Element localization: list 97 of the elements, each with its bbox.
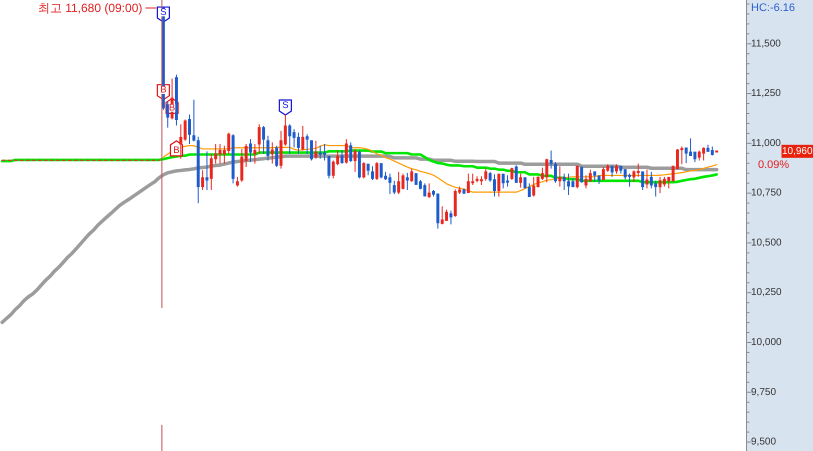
candlestick	[480, 176, 483, 186]
candlestick	[658, 176, 662, 194]
candlestick	[240, 148, 244, 182]
candlestick	[554, 162, 557, 184]
candlestick	[392, 180, 396, 195]
candlestick	[301, 126, 304, 152]
text: HC:-6.16	[751, 2, 796, 14]
candlestick	[423, 182, 426, 198]
data-label: S	[282, 100, 289, 112]
candlestick	[340, 150, 344, 164]
y-tick-label: 9,500	[751, 436, 776, 448]
candlestick	[344, 138, 348, 164]
candlestick	[593, 171, 596, 182]
candlestick	[702, 146, 706, 161]
candlestick	[567, 173, 570, 196]
y-tick-label: 10,250	[751, 287, 782, 298]
candlestick	[497, 173, 500, 198]
candlestick	[440, 206, 444, 225]
candlestick	[270, 142, 274, 164]
candlestick	[358, 150, 361, 179]
data-label: B	[160, 84, 167, 96]
candlestick	[576, 166, 579, 189]
candlestick	[192, 99, 196, 142]
candlestick	[414, 173, 418, 186]
candlestick	[354, 148, 357, 172]
text: 10,960	[782, 146, 813, 157]
candlestick	[327, 156, 330, 179]
candlestick	[266, 135, 270, 161]
data-label: B	[173, 144, 180, 156]
candlestick	[532, 176, 536, 198]
candlestick	[306, 134, 309, 154]
candlestick	[262, 126, 266, 154]
candlestick	[641, 171, 644, 190]
candlestick	[550, 150, 553, 170]
candlestick	[196, 136, 200, 204]
candlestick	[258, 124, 261, 154]
candlestick	[314, 140, 318, 160]
y-tick-label: 9,750	[751, 386, 776, 398]
candlestick	[406, 172, 409, 190]
candlestick	[179, 124, 182, 160]
candlestick	[484, 168, 488, 182]
text: 0.09%	[758, 158, 790, 171]
candlestick	[502, 173, 505, 189]
candlestick	[510, 167, 514, 180]
candlestick	[174, 74, 178, 126]
candlestick	[645, 169, 648, 189]
y-tick-label: 10,000	[751, 336, 782, 348]
candlestick	[610, 166, 614, 178]
candlestick	[598, 174, 601, 184]
y-tick-label: 11,250	[751, 88, 782, 100]
candlestick	[188, 114, 191, 144]
candlestick	[375, 162, 378, 180]
candlestick	[388, 173, 392, 195]
candlestick	[201, 170, 204, 190]
candlestick	[236, 176, 239, 188]
y-tick-label: 11,500	[751, 38, 782, 50]
candlestick	[318, 145, 322, 160]
candlestick	[476, 176, 479, 183]
candlestick	[558, 166, 562, 188]
candlestick	[580, 166, 584, 184]
candlestick	[232, 134, 235, 184]
candlestick	[253, 143, 256, 164]
candlestick	[296, 132, 300, 154]
candlestick	[462, 188, 466, 195]
y-tick-label: 10,500	[751, 237, 782, 248]
candlestick	[371, 166, 374, 180]
candlestick	[454, 188, 457, 218]
candlestick	[397, 171, 400, 195]
candlestick	[275, 145, 278, 168]
candlestick	[466, 173, 470, 194]
candlestick	[562, 173, 566, 190]
candlestick	[205, 150, 208, 190]
candlestick	[680, 146, 684, 165]
candlestick	[410, 168, 414, 182]
candlestick	[362, 162, 366, 179]
candlestick	[249, 138, 252, 163]
candlestick	[288, 124, 292, 154]
candlestick	[698, 150, 701, 161]
candlestick	[428, 182, 431, 199]
candlestick	[310, 140, 313, 161]
y-tick-label: 10,750	[751, 188, 782, 199]
candlestick	[436, 193, 440, 230]
annotation: 최고 11,680 (09:00)	[38, 1, 142, 15]
candlestick	[380, 163, 383, 179]
candlestick	[545, 158, 548, 183]
candlestick	[366, 163, 370, 176]
candlestick	[519, 173, 522, 188]
y-tick-label: 11,000	[751, 138, 782, 149]
candlestick	[602, 166, 605, 180]
candlestick	[514, 164, 518, 183]
data-label: B	[168, 102, 176, 114]
line-series	[0, 154, 718, 324]
candlestick	[710, 146, 714, 156]
candlestick	[615, 164, 618, 174]
candlestick	[449, 210, 452, 225]
candlestick	[349, 142, 352, 163]
data-label: S	[160, 7, 167, 18]
